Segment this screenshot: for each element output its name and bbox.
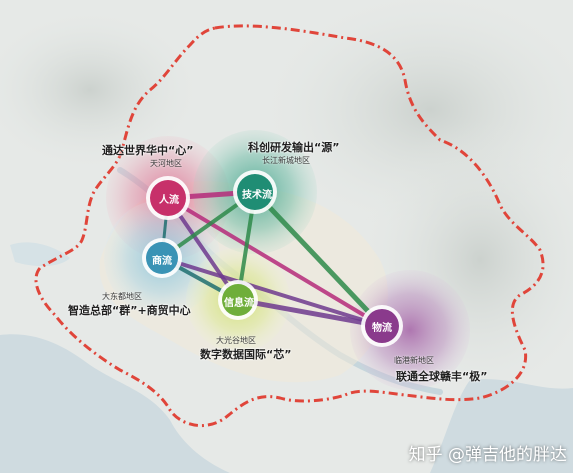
- flow-link-info-logistics: [235, 297, 385, 329]
- area-name-people: 天河地区: [150, 159, 182, 168]
- node-label-info: 信息流: [224, 298, 254, 309]
- area-name-logistics: 临港新地区: [394, 356, 434, 365]
- title-logistics: 联通全球赣丰“极”: [396, 370, 488, 383]
- title-tech: 科创研发输出“源”: [248, 141, 340, 154]
- node-label-logistics: 物流: [372, 323, 392, 334]
- flow-link-people-logistics: [166, 196, 384, 328]
- lake-southeast: [430, 379, 573, 473]
- watermark: 知乎 @弹吉他的胖达: [408, 445, 567, 465]
- halo-logistics: [350, 270, 470, 390]
- node-label-tech: 技术流: [242, 190, 272, 201]
- area-name-info: 大光谷地区: [216, 336, 256, 345]
- hill-shading-west: [0, 10, 200, 170]
- node-logistics: [365, 309, 399, 343]
- flow-nodes: [142, 170, 403, 347]
- title-people: 通达世界华中“心”: [102, 144, 194, 157]
- node-label-people: 人流: [159, 195, 179, 206]
- node-people: [150, 180, 186, 216]
- area-name-commerce: 大东都地区: [102, 292, 142, 301]
- node-tech: [237, 174, 273, 210]
- flow-link-commerce-logistics: [160, 256, 384, 328]
- flow-link-tech-logistics: [252, 189, 385, 329]
- node-commerce: [146, 242, 178, 274]
- area-name-tech: 长江新城地区: [262, 156, 310, 165]
- title-info: 数字数据国际“芯”: [200, 348, 292, 361]
- title-commerce: 智造总部“群”+商贸中心: [68, 304, 191, 317]
- city-boundary: [34, 24, 545, 427]
- lake-southwest: [0, 334, 230, 473]
- node-info: [222, 284, 254, 316]
- node-label-commerce: 商流: [152, 256, 172, 267]
